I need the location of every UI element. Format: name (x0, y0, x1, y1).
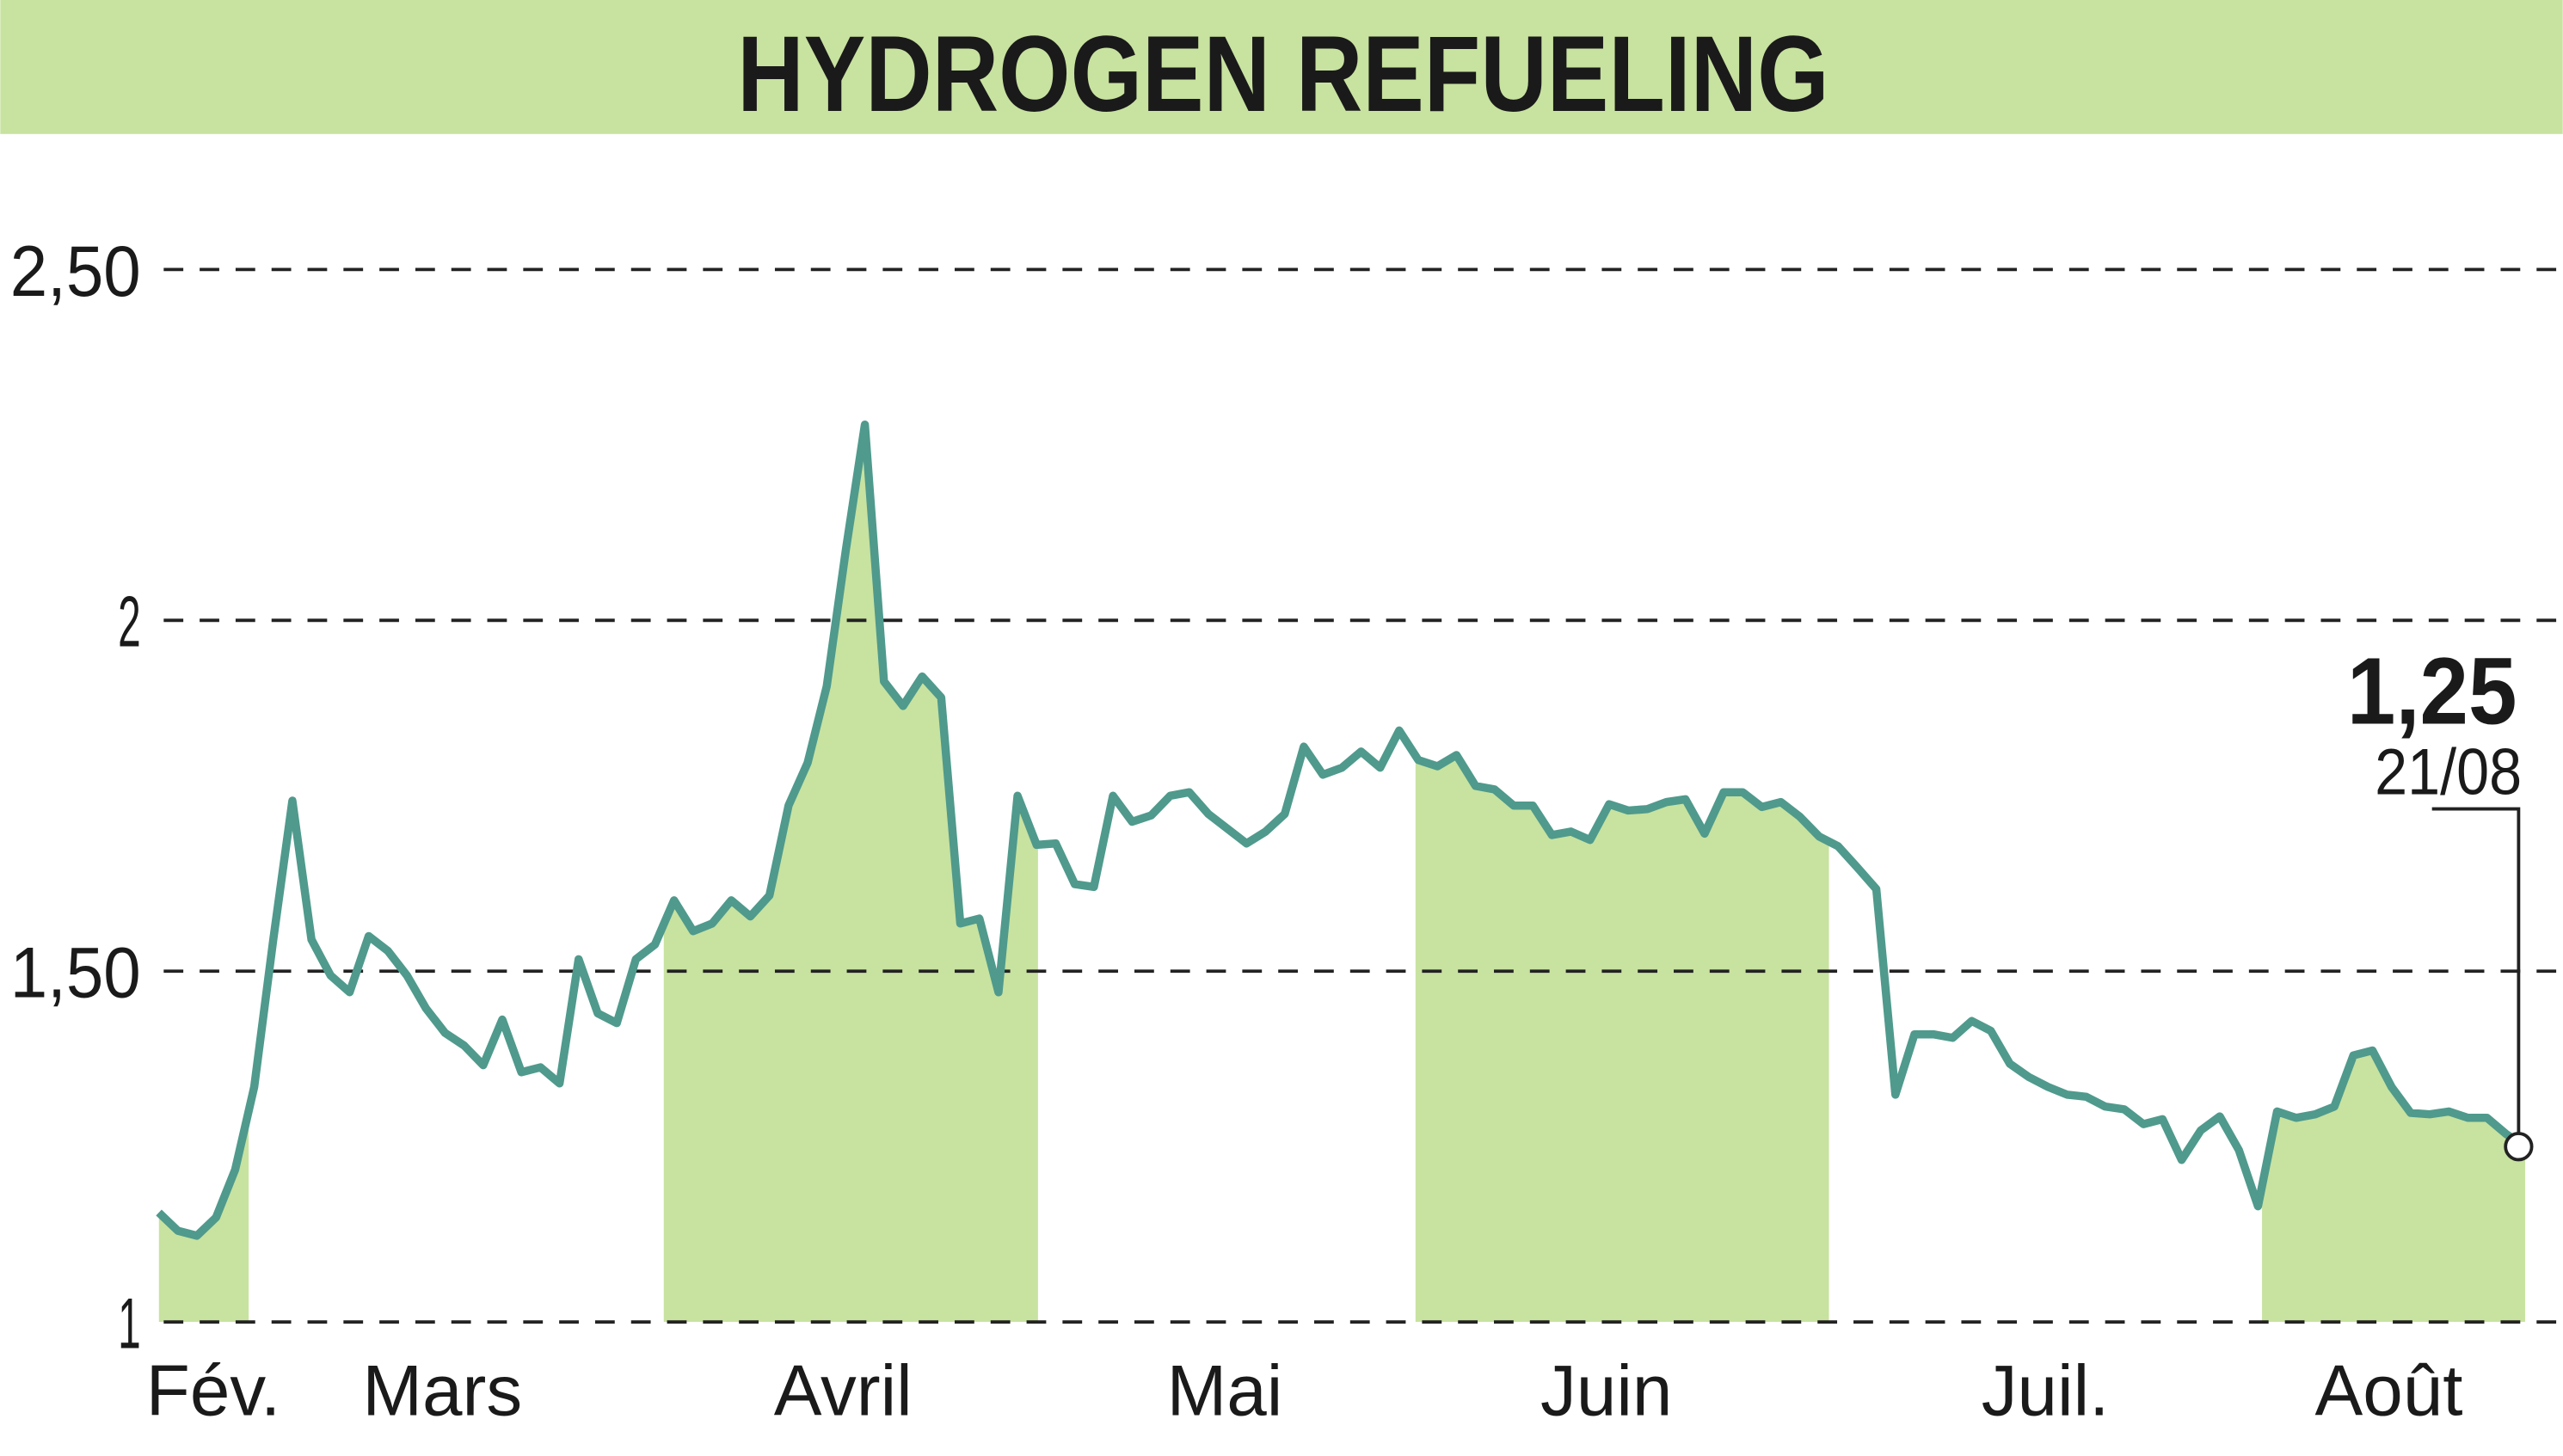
y-tick-label: 2 (118, 581, 141, 662)
leader-line (2431, 807, 2521, 1147)
y-tick-label: 2,50 (10, 230, 141, 311)
x-tick-label: Fév. (146, 1349, 280, 1430)
x-tick-label: Mai (1167, 1349, 1283, 1430)
x-tick-label: Mars (362, 1349, 522, 1430)
price-line (156, 420, 2528, 1240)
x-tick-label: Juin (1540, 1349, 1672, 1430)
chart-title: HYDROGEN REFUELING (737, 13, 1829, 134)
x-tick-label: Août (2314, 1349, 2462, 1430)
last-point (2504, 1132, 2534, 1162)
x-tick-label: Juil. (1982, 1349, 2110, 1430)
title-bar (0, 0, 2563, 134)
last-value-label: 1,25 (2347, 639, 2517, 745)
month-shade (158, 424, 2525, 1323)
x-tick-label: Avril (774, 1349, 913, 1430)
y-tick-label: 1 (118, 1283, 141, 1364)
last-date-label: 21/08 (2375, 735, 2522, 808)
y-tick-label: 1,50 (10, 932, 141, 1013)
